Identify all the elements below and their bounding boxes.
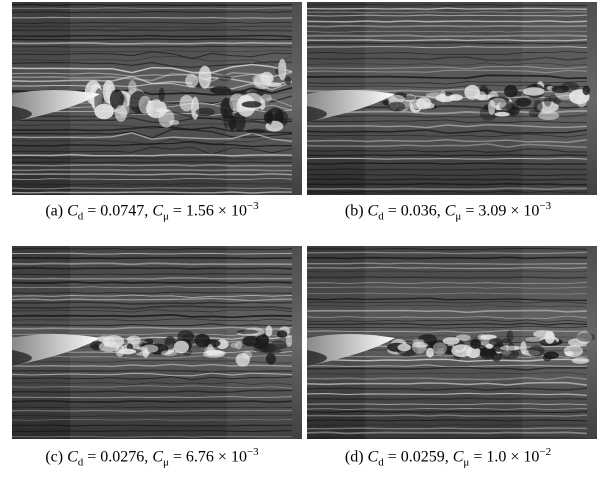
caption-part: = 1.0 × 10 [469, 448, 540, 466]
caption-part: = 1.56 × 10 [168, 202, 247, 220]
caption-part: C [444, 202, 456, 220]
caption-part: (d) [344, 448, 368, 466]
caption-part: d [378, 456, 384, 469]
caption-part: (a) [45, 202, 68, 220]
caption-part: C [152, 202, 163, 220]
caption-part: μ [162, 456, 169, 469]
caption: (c) Cd = 0.0276, Cμ = 6.76 × 10−3 [0, 446, 304, 469]
caption-part: (b) [344, 202, 368, 220]
caption-part: = 6.76 × 10 [168, 448, 247, 466]
caption-part: = 0.036, [383, 202, 445, 220]
caption-part: μ [455, 210, 462, 223]
flow-image [12, 2, 302, 195]
caption-part: d [77, 210, 84, 223]
flow-visualization [12, 246, 302, 439]
caption-part: C [152, 448, 163, 466]
flow-image [12, 246, 302, 439]
caption: (d) Cd = 0.0259, Cμ = 1.0 × 10−2 [296, 446, 600, 469]
caption-part: C [67, 202, 78, 220]
caption-part: = 0.0276, [83, 448, 153, 466]
caption: (b) Cd = 0.036, Cμ = 3.09 × 10−3 [296, 200, 600, 223]
caption-part: = 3.09 × 10 [461, 202, 540, 220]
flow-image [307, 246, 597, 439]
caption: (a) Cd = 0.0747, Cμ = 1.56 × 10−3 [0, 200, 304, 223]
caption-part: −3 [246, 446, 259, 458]
caption-part: C [367, 448, 379, 466]
caption-part: d [378, 210, 384, 223]
caption-part: −3 [246, 200, 259, 212]
caption-part: d [77, 456, 84, 469]
caption-part: −2 [539, 446, 552, 458]
caption-part: −3 [539, 200, 552, 212]
caption-part: (c) [45, 448, 68, 466]
caption-part: C [367, 202, 379, 220]
caption-part: C [67, 448, 78, 466]
flow-image [307, 2, 597, 195]
flow-visualization [307, 2, 597, 195]
flow-visualization [307, 246, 597, 439]
caption-part: C [452, 448, 464, 466]
caption-part: = 0.0259, [383, 448, 453, 466]
caption-part: μ [162, 210, 169, 223]
flow-visualization [12, 2, 302, 195]
caption-part: μ [463, 456, 470, 469]
caption-part: = 0.0747, [83, 202, 153, 220]
